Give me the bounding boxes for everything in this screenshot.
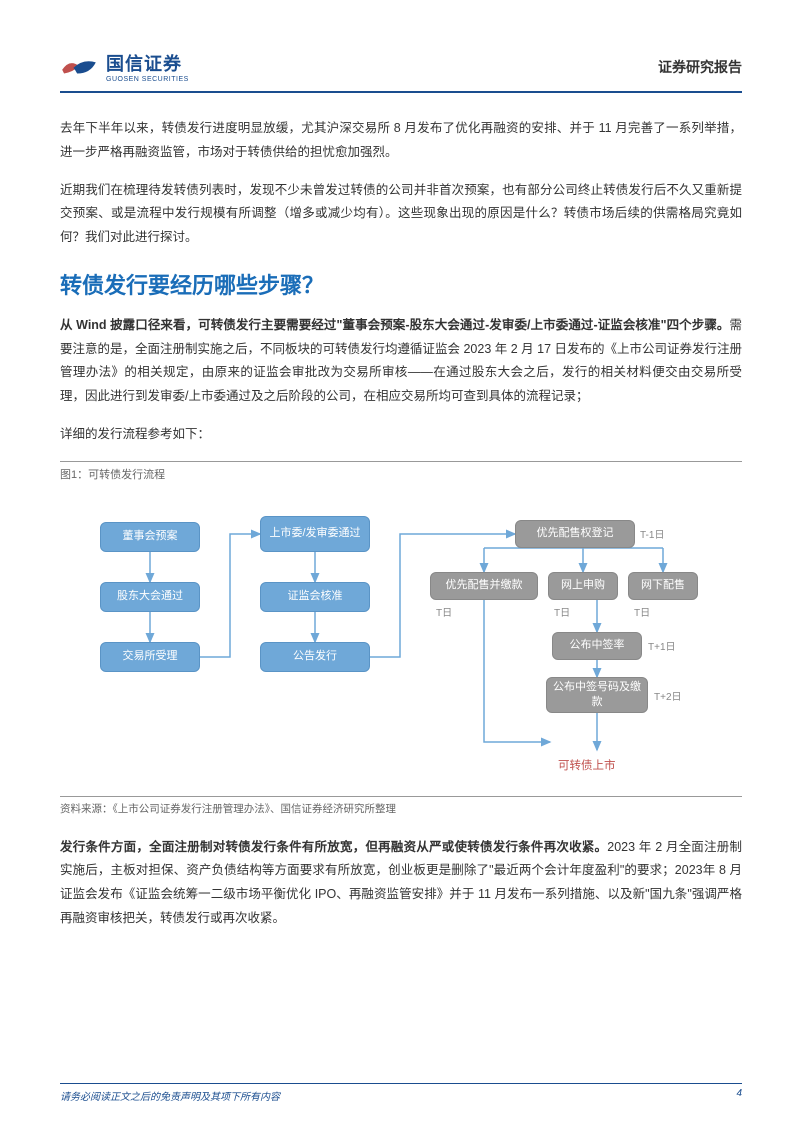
page-footer: 请务必阅读正文之后的免责声明及其项下所有内容 4 xyxy=(60,1083,742,1103)
flow-tlabel-n12: T+2日 xyxy=(654,688,682,703)
paragraph-3: 从 Wind 披露口径来看，可转债发行主要需要经过"董事会预案-股东大会通过-发… xyxy=(60,314,742,409)
flow-red-label: 可转债上市 xyxy=(558,757,616,773)
logo-block: 国信证券 GUOSEN SECURITIES xyxy=(60,50,189,83)
flow-node-n5: 证监会核准 xyxy=(260,582,370,612)
flow-node-n4: 上市委/发审委通过 xyxy=(260,516,370,552)
paragraph-1: 去年下半年以来，转债发行进度明显放缓，尤其沪深交易所 8 月发布了优化再融资的安… xyxy=(60,117,742,165)
flow-node-n6: 公告发行 xyxy=(260,642,370,672)
report-type: 证券研究报告 xyxy=(658,57,742,77)
footer-disclaimer: 请务必阅读正文之后的免责声明及其项下所有内容 xyxy=(60,1088,280,1103)
figure-label: 图1：可转债发行流程 xyxy=(60,461,742,482)
p5-lead: 发行条件方面，全面注册制对转债发行条件有所放宽，但再融资从严或使转债发行条件再次… xyxy=(60,840,607,854)
flow-node-n9: 网上申购 xyxy=(548,572,618,600)
flow-node-n11: 公布中签率 xyxy=(552,632,642,660)
flow-tlabel-n8: T日 xyxy=(436,604,452,619)
flow-node-n3: 交易所受理 xyxy=(100,642,200,672)
page-header: 国信证券 GUOSEN SECURITIES 证券研究报告 xyxy=(60,50,742,93)
figure-source: 资料来源：《上市公司证券发行注册管理办法》、国信证券经济研究所整理 xyxy=(60,796,742,816)
flow-node-n7: 优先配售权登记 xyxy=(515,520,635,548)
page-number: 4 xyxy=(736,1088,742,1103)
paragraph-4: 详细的发行流程参考如下： xyxy=(60,423,742,447)
flow-tlabel-n10: T日 xyxy=(634,604,650,619)
p3-lead: 从 Wind 披露口径来看，可转债发行主要需要经过"董事会预案-股东大会通过-发… xyxy=(60,318,729,332)
flow-tlabel-n7: T-1日 xyxy=(640,526,664,541)
flow-node-n12: 公布中签号码及缴款 xyxy=(546,677,648,713)
flow-node-n2: 股东大会通过 xyxy=(100,582,200,612)
flow-node-n10: 网下配售 xyxy=(628,572,698,600)
flow-tlabel-n11: T+1日 xyxy=(648,638,676,653)
guosen-logo-icon xyxy=(60,53,98,81)
flow-node-n1: 董事会预案 xyxy=(100,522,200,552)
section-title: 转债发行要经历哪些步骤？ xyxy=(60,268,742,300)
logo-text-en: GUOSEN SECURITIES xyxy=(106,76,189,83)
paragraph-2: 近期我们在梳理待发转债列表时，发现不少未曾发过转债的公司并非首次预案，也有部分公… xyxy=(60,179,742,250)
paragraph-5: 发行条件方面，全面注册制对转债发行条件有所放宽，但再融资从严或使转债发行条件再次… xyxy=(60,836,742,931)
flow-tlabel-n9: T日 xyxy=(554,604,570,619)
flowchart-container: 董事会预案股东大会通过交易所受理 上市委/发审委通过证监会核准公告发行 优先配售权登… xyxy=(60,492,742,792)
logo-text-cn: 国信证券 xyxy=(106,50,189,76)
flow-node-n8: 优先配售并缴款 xyxy=(430,572,538,600)
